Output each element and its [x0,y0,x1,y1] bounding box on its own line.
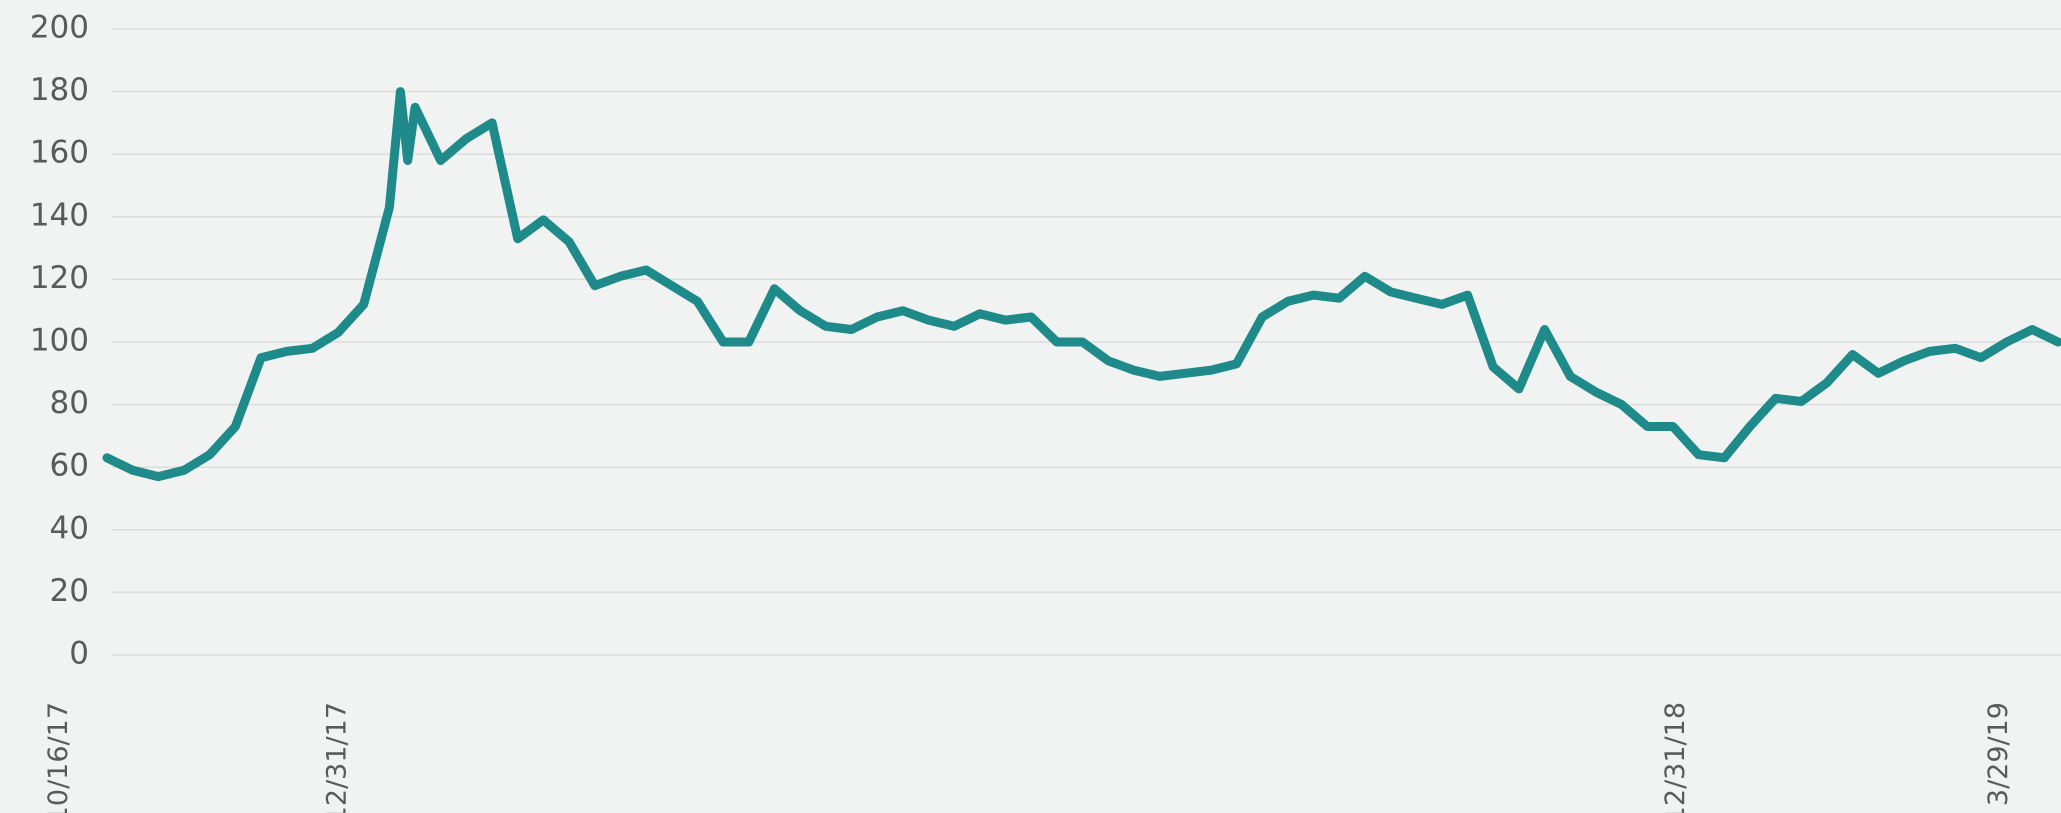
x-tick-label: 12/31/17 [322,702,353,813]
y-tick-label: 120 [30,260,89,296]
y-tick-label: 100 [30,323,89,359]
y-tick-label: 200 [30,10,89,46]
line [102,87,2061,482]
y-tick-label: 60 [50,448,89,484]
y-tick-label: 140 [30,197,89,233]
y-tick-label: 20 [50,573,89,609]
x-tick-label: 10/16/17 [43,702,74,813]
x-tick-label: 12/31/18 [1660,702,1691,813]
y-tick-label: 80 [50,385,89,421]
y-tick-label: 0 [69,636,89,672]
y-tick-label: 40 [50,510,89,546]
y-tick-label: 180 [30,72,89,108]
y-tick-label: 160 [30,135,89,171]
x-tick-label: 3/29/19 [1983,702,2014,806]
